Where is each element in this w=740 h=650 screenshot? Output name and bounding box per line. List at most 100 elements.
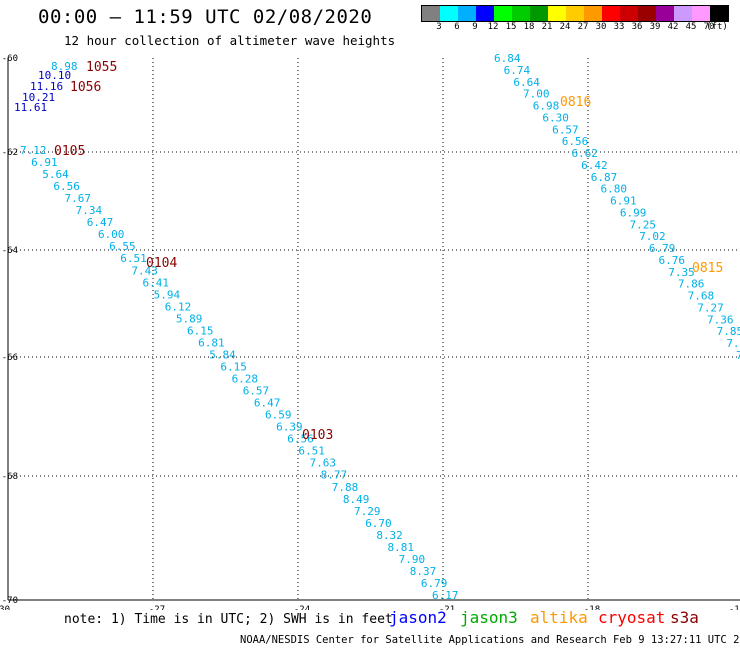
wave-height-value: 6.47 xyxy=(254,397,280,410)
wave-height-value: 6.47 xyxy=(87,216,114,229)
color-legend-label: 42 xyxy=(667,22,679,32)
wave-height-value: 7.68 xyxy=(688,290,715,303)
color-swatch xyxy=(458,6,476,21)
color-legend-label: 12 xyxy=(487,22,499,32)
wave-height-value: 8.98 xyxy=(51,60,78,73)
wave-height-value: 7.12 xyxy=(20,144,47,157)
wave-height-value: 7.36 xyxy=(707,313,734,326)
lat-tick-label: -68 xyxy=(2,472,18,482)
color-legend-label: 39 xyxy=(649,22,661,32)
lon-tick-label: -18 xyxy=(584,605,600,610)
wave-height-value: 6.39 xyxy=(276,421,303,434)
wave-height-value: 7.34 xyxy=(76,204,103,217)
color-legend-label: 70 xyxy=(703,22,715,32)
wave-height-value: 11.61 xyxy=(14,101,47,114)
color-swatch xyxy=(440,6,458,21)
track-time-label: 0104 xyxy=(146,256,177,271)
wave-height-value: 6.15 xyxy=(187,324,214,337)
lon-tick-label: -27 xyxy=(149,605,165,610)
color-legend-label: (ft) xyxy=(706,22,728,32)
color-swatch xyxy=(692,6,710,21)
track-time-label: 0816 xyxy=(560,95,591,110)
satellite-legend-jason2: jason2 xyxy=(389,608,447,627)
color-swatch xyxy=(422,6,440,21)
wave-height-value: 8.77 xyxy=(321,469,348,482)
wave-height-value: 7.00 xyxy=(523,88,550,101)
wave-height-value: 10.21 xyxy=(22,91,55,104)
wave-height-value: 7.25 xyxy=(630,218,657,231)
color-legend-label: 45 xyxy=(685,22,697,32)
wave-height-value: 8.49 xyxy=(343,493,370,506)
satellite-legend-cryosat: cryosat xyxy=(598,608,666,627)
wave-height-value: 7.27 xyxy=(697,301,724,314)
wave-height-value: 6.57 xyxy=(243,385,270,398)
wave-height-value: 6.99 xyxy=(620,206,647,219)
wave-height-value: 6.56 xyxy=(53,180,80,193)
color-legend-label: 9 xyxy=(472,22,478,32)
color-swatch xyxy=(710,6,728,21)
color-swatch xyxy=(494,6,512,21)
wave-height-value: 7.90 xyxy=(399,553,426,566)
track-time-label: 0105 xyxy=(54,144,85,159)
wave-height-value: 6.51 xyxy=(298,445,325,458)
wave-height-value: 6.41 xyxy=(142,276,169,289)
wave-height-value: 6.64 xyxy=(513,76,540,89)
satellite-legend-altika: altika xyxy=(530,608,588,627)
color-legend-label: 27 xyxy=(577,22,589,32)
wave-height-value: 6.42 xyxy=(581,159,608,172)
track-time-label: 0815 xyxy=(692,261,723,276)
wave-height-value: 5.64 xyxy=(42,168,69,181)
lat-tick-label: -66 xyxy=(2,353,18,363)
wave-height-value: 6.17 xyxy=(432,589,459,602)
color-swatch xyxy=(512,6,530,21)
wave-height-value: 7.88 xyxy=(332,481,359,494)
color-swatch xyxy=(638,6,656,21)
wave-height-value: 6.74 xyxy=(504,64,531,77)
wave-height-value: 11.16 xyxy=(30,80,63,93)
wave-height-value: 7.02 xyxy=(639,230,666,243)
wave-height-value: 7.35 xyxy=(668,266,695,279)
wave-height-value: 8.37 xyxy=(410,565,437,578)
map-subtitle: 12 hour collection of altimeter wave hei… xyxy=(64,33,396,48)
map-title: 00:00 — 11:59 UTC 02/08/2020 xyxy=(38,6,373,28)
color-swatch xyxy=(548,6,566,21)
lon-tick-label: -24 xyxy=(294,605,310,610)
lat-tick-label: -62 xyxy=(2,148,18,158)
color-swatch xyxy=(566,6,584,21)
wave-height-value: 6.84 xyxy=(494,52,521,65)
color-legend-label: 24 xyxy=(559,22,571,32)
wave-height-value: 8.81 xyxy=(387,541,414,554)
wave-height-value: 7 xyxy=(736,349,740,362)
wave-height-value: 6.81 xyxy=(198,336,225,349)
wave-height-value: 7.67 xyxy=(65,192,92,205)
wave-height-map: -30 -27 -24 -21 -18 -15 -60 -62 -64 -66 -68 -70 8.98… xyxy=(0,52,740,610)
wave-height-value: 6.00 xyxy=(98,228,125,241)
color-legend-label: 6 xyxy=(454,22,460,32)
wave-height-value: 6.80 xyxy=(600,183,627,196)
wave-height-value: 7.86 xyxy=(678,278,705,291)
color-swatch xyxy=(530,6,548,21)
wave-height-value: 6.28 xyxy=(232,373,259,386)
wave-height-value: 6.98 xyxy=(533,100,560,113)
color-legend-bar xyxy=(421,5,729,22)
wave-height-value: 6.79 xyxy=(649,242,676,255)
track-time-label: 1055 xyxy=(86,60,117,75)
lat-tick-label: -60 xyxy=(2,54,18,64)
color-swatch xyxy=(674,6,692,21)
wave-height-value: 6.76 xyxy=(659,254,686,267)
color-swatch xyxy=(584,6,602,21)
wave-height-value: 5.94 xyxy=(154,288,181,301)
color-swatch xyxy=(476,6,494,21)
wave-height-value: 6.59 xyxy=(265,409,292,422)
wave-height-value: 8.32 xyxy=(376,529,403,542)
wave-height-value: 7.85 xyxy=(717,325,740,338)
lon-tick-label: -21 xyxy=(439,605,455,610)
color-swatch xyxy=(656,6,674,21)
lon-tick-label: -30 xyxy=(0,605,10,610)
color-swatch xyxy=(620,6,638,21)
wave-height-value: 6.55 xyxy=(109,240,136,253)
lon-tick-label: -15 xyxy=(729,605,740,610)
wave-height-value: 6.79 xyxy=(421,577,448,590)
satellite-legend-s3a: s3a xyxy=(670,608,699,627)
wave-height-value: 6.51 xyxy=(120,252,147,265)
